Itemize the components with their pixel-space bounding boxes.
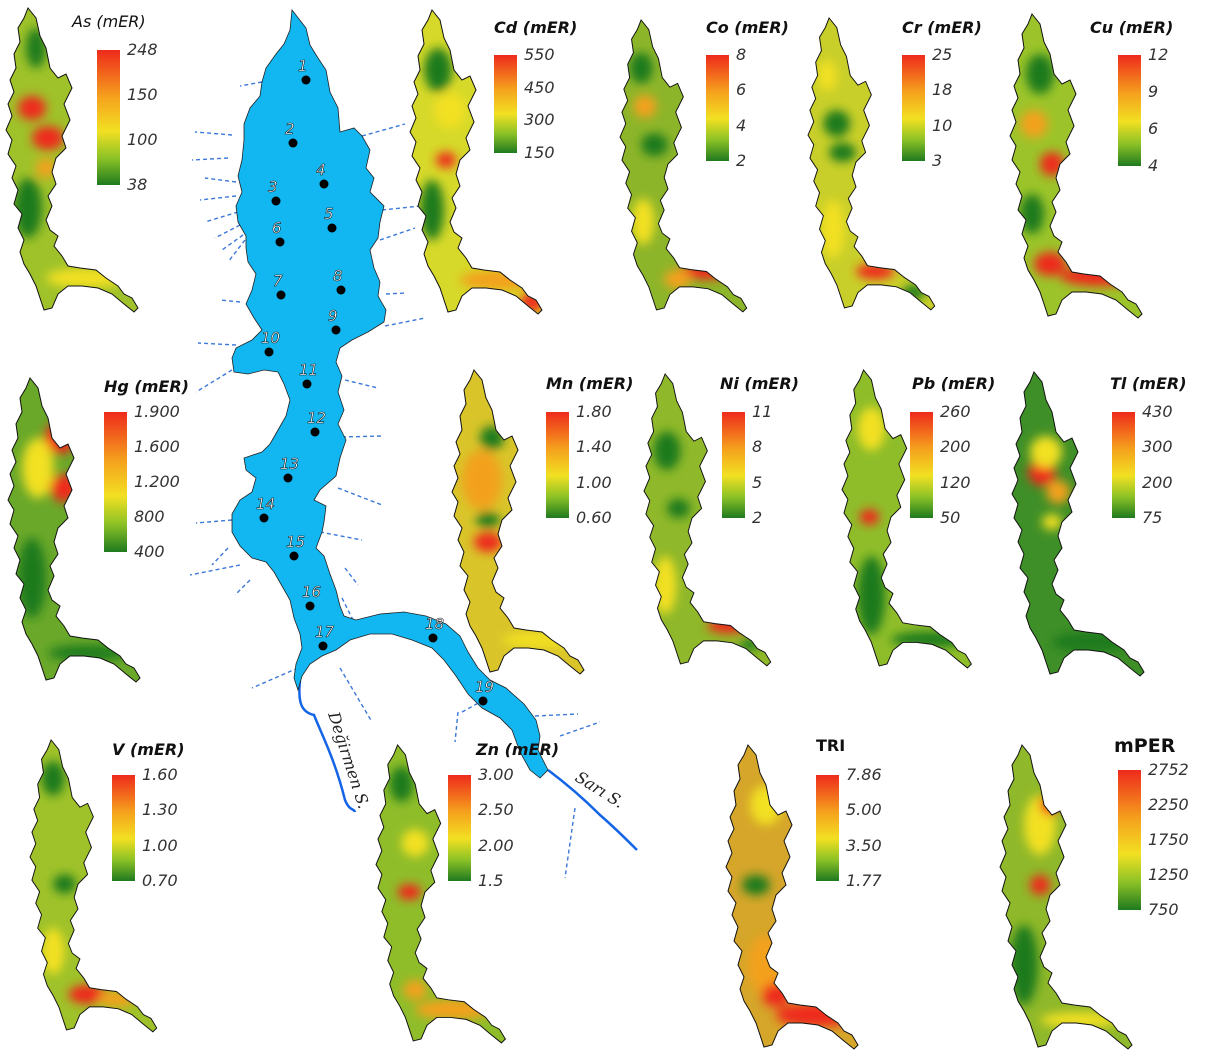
colorbar [97,50,120,185]
panel-title: Co (mER) [706,18,789,37]
colorbar-tick-label: 8 [736,45,747,64]
colorbar-tick-label: 400 [134,542,165,561]
colorbar-tick-label: 11 [752,402,773,421]
colorbar-tick-label: 2752 [1148,760,1189,779]
colorbar-tick-label: 450 [524,77,555,97]
colorbar [1118,55,1141,166]
colorbar [910,412,933,518]
colorbar-tick-label: 200 [1142,472,1173,492]
colorbar-tick-label: 200 [940,437,971,457]
colorbar-tick-label: 75 [1142,508,1163,527]
colorbar-tick-label: 50 [940,508,961,527]
colorbar-tick-label: 5 [752,472,763,492]
panel-title: Cu (mER) [1090,18,1174,37]
colorbar-tick-label: 3.50 [846,835,882,855]
colorbar-tick-label: 38 [127,175,148,194]
colorbar-tick-label: 430 [1142,402,1173,421]
colorbar-tick-label: 18 [932,80,953,100]
colorbar-tick-label: 2250 [1148,795,1189,814]
panel-title: Pb (mER) [912,374,996,393]
colorbar-tick-label: 1250 [1148,865,1189,884]
colorbar-tick-label: 1.80 [576,402,612,421]
colorbar-tick-label: 1.5 [478,871,504,890]
colorbar-tick-label: 5.00 [846,800,882,820]
colorbar-tick-label: 4 [736,115,747,135]
colorbar-tick-label: 25 [932,45,953,64]
colorbar-tick-label: 1.30 [142,800,178,820]
panel-title: mPER [1114,735,1176,757]
colorbar [546,412,569,518]
colorbar-tick-label: 4 [1148,156,1159,175]
panel-title: Zn (mER) [476,740,560,759]
colorbar-tick-label: 150 [127,85,158,104]
panel-title: TRI [816,736,846,755]
panel-title: V (mER) [112,740,185,759]
colorbar-tick-label: 3 [932,151,943,170]
colorbar-tick-label: 12 [1148,45,1169,64]
colorbar-tick-label: 7.86 [846,765,882,784]
colorbar [722,412,745,518]
panel-title: Tl (mER) [1110,374,1187,393]
colorbar-tick-label: 8 [752,437,763,457]
panel-title: Ni (mER) [720,374,799,393]
colorbar [1118,770,1141,910]
colorbar-tick-label: 1.00 [576,472,612,492]
colorbar-tick-label: 550 [524,45,555,64]
colorbar-tick-label: 1750 [1148,830,1189,849]
colorbar-tick-label: 750 [1148,900,1179,919]
colorbar-tick-label: 6 [736,80,747,100]
colorbar-tick-label: 2 [752,508,763,527]
colorbar-tick-label: 150 [524,143,555,162]
colorbar-tick-label: 1.200 [134,472,180,491]
colorbar-tick-label: 2 [736,151,747,170]
colorbar-tick-label: 2.00 [478,835,514,855]
colorbar-tick-label: 6 [1148,119,1159,138]
colorbar-tick-label: 1.60 [142,765,178,784]
colorbar-tick-label: 9 [1148,82,1159,101]
panel-title: Hg (mER) [104,377,189,396]
colorbar [104,412,127,552]
panel-title: Cr (mER) [902,18,982,37]
colorbar-tick-label: 1.00 [142,835,178,855]
colorbar-tick-label: 120 [940,472,971,492]
colorbar [1112,412,1135,518]
colorbar [816,775,839,881]
colorbar-tick-label: 2.50 [478,800,514,820]
panel-title: Mn (mER) [546,374,634,393]
colorbar-tick-label: 1.40 [576,437,612,457]
colorbar-tick-label: 100 [127,130,158,149]
colorbar-tick-label: 1.600 [134,437,180,456]
panel-title: Cd (mER) [494,18,578,37]
colorbar [112,775,135,881]
colorbar-tick-label: 260 [940,402,971,421]
colorbar-tick-label: 300 [1142,437,1173,457]
colorbar [706,55,729,161]
colorbar [494,55,517,153]
colorbar-tick-label: 800 [134,507,165,526]
colorbar-tick-label: 1.77 [846,871,882,890]
colorbar-tick-label: 248 [127,40,158,59]
colorbar-tick-label: 300 [524,110,555,130]
colorbar-tick-label: 10 [932,115,953,135]
colorbar-tick-label: 0.70 [142,871,178,890]
panel-title: As (mER) [72,12,146,31]
colorbar [902,55,925,161]
colorbar-tick-label: 3.00 [478,765,514,784]
colorbar-tick-label: 1.900 [134,402,180,421]
colorbar [448,775,471,881]
colorbar-tick-label: 0.60 [576,508,612,527]
